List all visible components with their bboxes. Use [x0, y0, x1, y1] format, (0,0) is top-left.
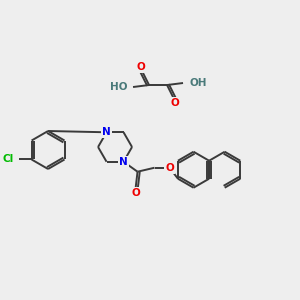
Text: N: N	[119, 157, 128, 167]
Text: O: O	[131, 188, 140, 198]
Text: HO: HO	[110, 82, 127, 92]
Text: Cl: Cl	[2, 154, 14, 164]
Text: O: O	[171, 98, 179, 108]
Text: O: O	[165, 163, 174, 173]
Text: N: N	[102, 127, 111, 137]
Text: OH: OH	[189, 78, 206, 88]
Text: O: O	[137, 62, 146, 72]
